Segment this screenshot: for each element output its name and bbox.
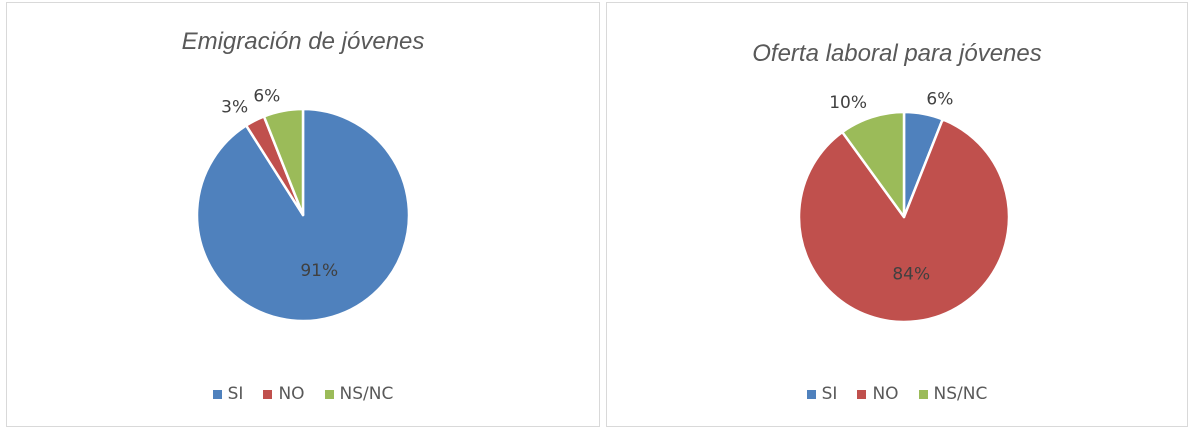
legend-label: NO: [872, 384, 899, 404]
legend-label: NO: [278, 384, 305, 404]
data-label-nsnc: 6%: [253, 86, 280, 106]
pie-slice-nsnc: [841, 110, 906, 219]
data-label-no: 84%: [892, 264, 930, 284]
data-label-nsnc: 10%: [829, 93, 867, 113]
legend-label: NS/NC: [339, 384, 394, 404]
chart-panel-oferta-laboral: Oferta laboral para jóvenes 6% 84% 10% SI …: [606, 2, 1188, 427]
legend-label: SI: [821, 384, 838, 404]
data-label-si: 6%: [926, 89, 953, 109]
legend-swatch-si: [806, 389, 816, 399]
chart-panel-emigracion: Emigración de jóvenes 91% 3% 6% SI NO NS/N…: [6, 2, 600, 427]
chart-title: Oferta laboral para jóvenes: [752, 40, 1042, 67]
legend-swatch-no: [857, 389, 867, 399]
data-label-si: 91%: [300, 261, 338, 281]
legend-swatch-no: [263, 389, 273, 399]
pie-chart-emigracion: 91% 3%6%: [195, 86, 411, 323]
pie-chart-oferta-laboral: 6% 84% 10%: [797, 89, 1011, 324]
chart-legend: SI NO NS/NC: [607, 384, 1187, 404]
legend-item-no: NO: [263, 384, 305, 404]
legend-item-si: SI: [806, 384, 838, 404]
pie-slice-no: [797, 118, 1011, 324]
pie-slice-nsnc: [262, 107, 305, 217]
legend-item-no: NO: [857, 384, 899, 404]
legend-label: SI: [227, 384, 244, 404]
legend-label: NS/NC: [933, 384, 988, 404]
legend-swatch-si: [212, 389, 222, 399]
legend-swatch-nsnc: [324, 389, 334, 399]
chart-legend: SI NO NS/NC: [7, 384, 599, 404]
legend-item-nsnc: NS/NC: [324, 384, 394, 404]
data-label-no: 3%: [221, 97, 248, 117]
legend-swatch-nsnc: [918, 389, 928, 399]
legend-item-si: SI: [212, 384, 244, 404]
legend-item-nsnc: NS/NC: [918, 384, 988, 404]
chart-title: Emigración de jóvenes: [181, 28, 425, 55]
